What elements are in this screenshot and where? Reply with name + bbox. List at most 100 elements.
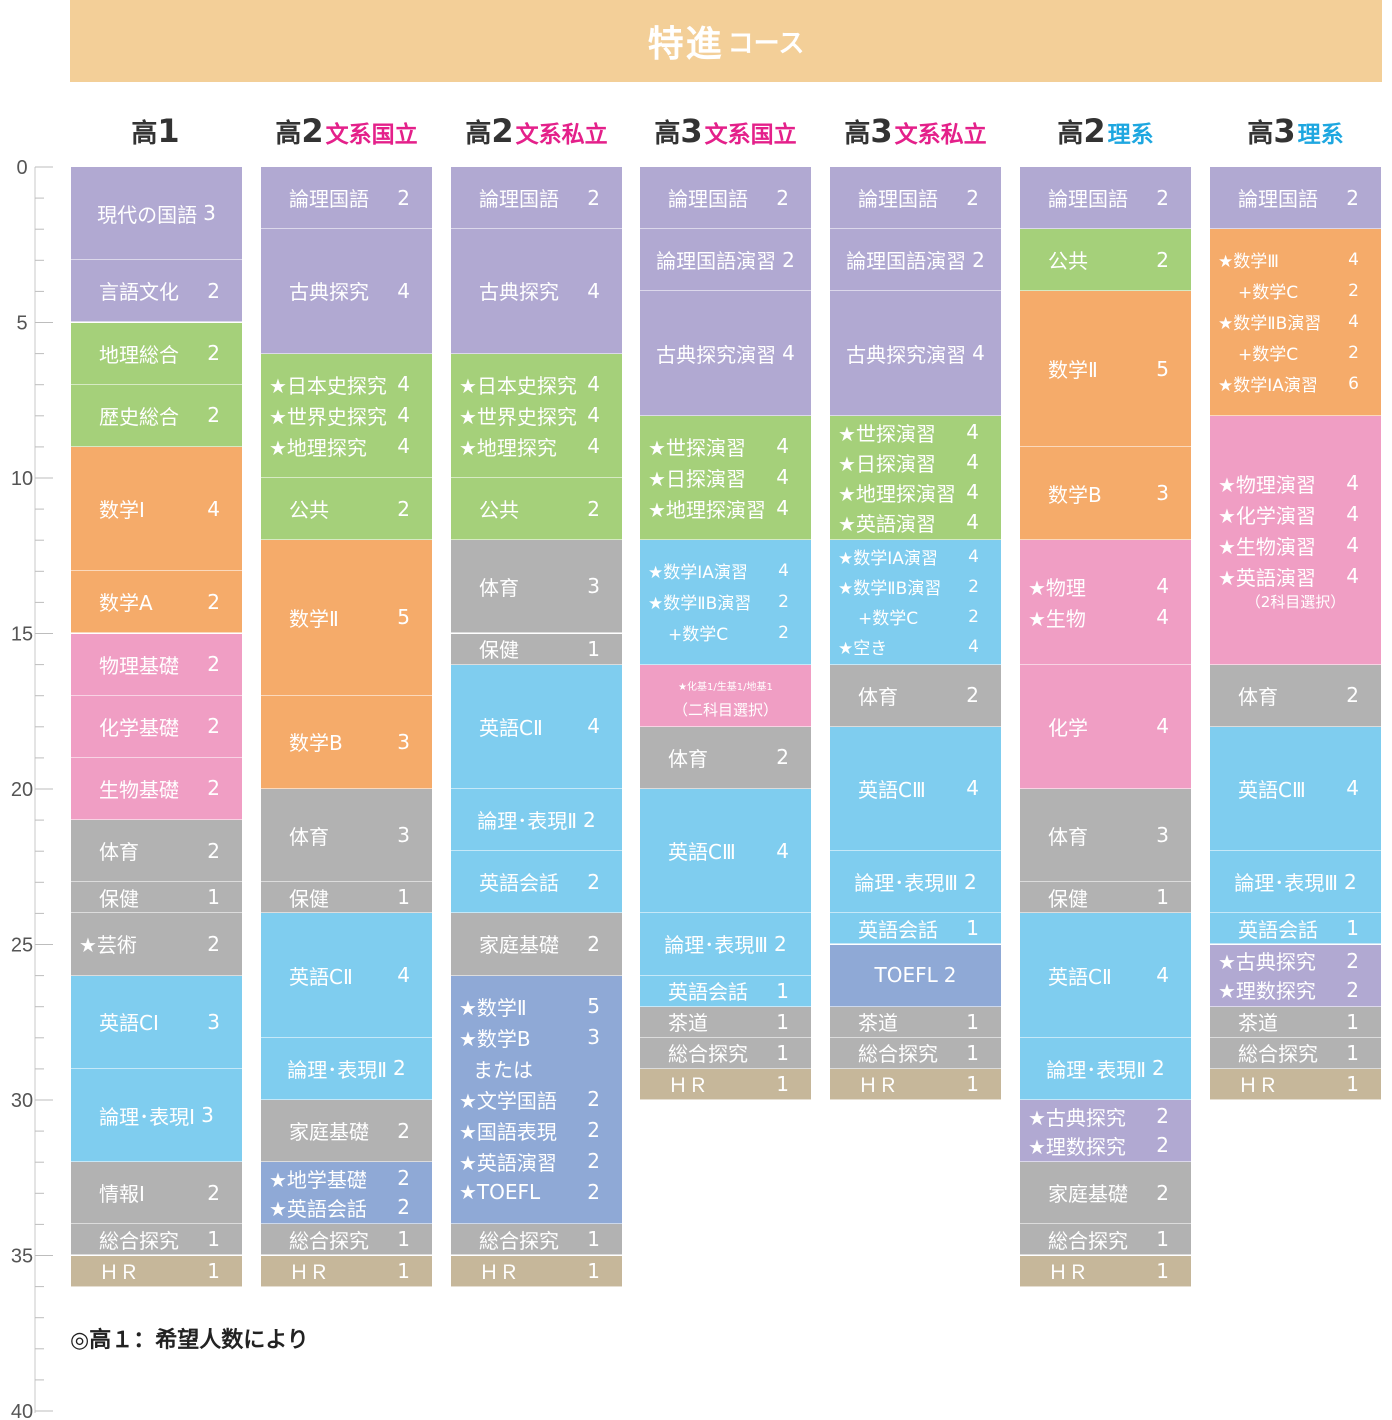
- column-header: 高 3 文系私立: [815, 112, 1016, 156]
- subject-line: +数学C 2: [830, 602, 1001, 632]
- subject-name: 体育: [858, 684, 898, 709]
- subject-name: 公共: [479, 498, 519, 523]
- subject-name: ★数学ⅡB演習: [648, 594, 752, 615]
- subject-line: 論理･表現Ⅲ 2: [640, 928, 811, 959]
- subject-line: ★化基1/生基1/地基1: [640, 671, 811, 700]
- grade-column: 論理国語 2 公共 2 数学Ⅱ 5 数学B 3 ★物理 4 ★生物 4 化学 4 体育 3 保健 1 英語CⅡ 4 論理…: [1020, 167, 1191, 1287]
- subject-name: 数学Ⅱ: [1048, 358, 1098, 383]
- subject-block: ＨＲ 1: [71, 1255, 242, 1287]
- credit-count: 4: [776, 465, 789, 490]
- credit-count: 4: [778, 560, 789, 581]
- subject-block: ★数学ⅠA演習 4 ★数学ⅡB演習 2 +数学C 2 ★空き 4: [830, 540, 1001, 665]
- credit-count: 2: [207, 341, 220, 366]
- credit-count: 4: [966, 776, 979, 801]
- credit-count: 2: [1348, 280, 1359, 301]
- subject-block: ★世探演習 4 ★日探演習 4 ★地理探演習 4: [640, 415, 811, 541]
- grade-label: 高: [654, 119, 681, 149]
- subject-block: 数学Ⅰ 4: [71, 446, 242, 572]
- subject-name: 論理国語: [479, 187, 559, 212]
- subject-line: 体育 2: [640, 742, 811, 773]
- subject-name: 古典探究: [479, 280, 559, 305]
- subject-line: ★数学ⅠA演習 4: [640, 555, 811, 586]
- credit-count: 4: [776, 434, 789, 459]
- credit-count: 4: [968, 636, 979, 657]
- credit-count: 2: [207, 652, 220, 677]
- subject-block: ★日本史探究 4 ★世界史探究 4 ★地理探究 4: [451, 353, 622, 478]
- credit-count: 3: [1156, 823, 1169, 848]
- axis-tick-label: 35: [11, 1246, 33, 1268]
- credit-count: 1: [587, 636, 600, 661]
- subject-block: 保健 1: [71, 882, 242, 914]
- grade-number: 3: [680, 112, 703, 150]
- credit-count: 3: [397, 729, 410, 754]
- credit-count: 4: [587, 714, 600, 739]
- credit-count: 2: [207, 403, 220, 428]
- subject-name: ＨＲ: [99, 1260, 139, 1285]
- subject-name: 総合探究: [289, 1228, 369, 1253]
- subject-block: ★日本史探究 4 ★世界史探究 4 ★地理探究 4: [261, 353, 432, 478]
- subject-block: 総合探究 1: [71, 1224, 242, 1256]
- subject-name: 論理･表現Ⅱ: [1046, 1057, 1147, 1082]
- subject-name: 英語CⅡ: [479, 715, 543, 740]
- subject-name: ★日探演習: [838, 451, 936, 476]
- subject-line: ＨＲ 1: [71, 1257, 242, 1285]
- grade-column: 現代の国語 3 言語文化 2 地理総合 2 歴史総合 2 数学Ⅰ 4 数学A 2 物理基礎 2 化学基礎 2 生…: [71, 167, 242, 1287]
- subject-line: ★世探演習 4: [830, 417, 1001, 447]
- subject-line: 数学Ⅱ 5: [1020, 353, 1191, 384]
- subject-line: 公共 2: [261, 493, 432, 524]
- subject-name: 古典探究演習: [846, 342, 967, 367]
- axis-tick-label: 25: [11, 935, 33, 957]
- subject-name: 数学B: [289, 731, 343, 756]
- subject-line: ★理数探究 2: [1210, 975, 1381, 1004]
- subject-line: ★数学ⅡB演習 2: [830, 572, 1001, 602]
- column-header: 高 3 文系国立: [625, 112, 826, 156]
- subject-block: 古典探究 4: [261, 229, 432, 354]
- subject-name: ★数学ⅠA演習: [1218, 376, 1318, 397]
- credit-count: 2: [943, 963, 957, 988]
- subject-name: 数学B: [1048, 482, 1102, 507]
- banner-subtitle: コース: [727, 28, 805, 59]
- credit-count: 2: [1346, 948, 1359, 973]
- credit-count: 1: [776, 1009, 789, 1034]
- subject-line: ★古典探究 2: [1210, 946, 1381, 975]
- credit-count: 4: [207, 496, 220, 521]
- subject-line: ＨＲ 1: [640, 1070, 811, 1098]
- credit-count: 2: [207, 776, 220, 801]
- credit-count: 2: [966, 683, 979, 708]
- subject-block: 数学B 3: [261, 695, 432, 789]
- selection-note: （2科目選択）: [1245, 593, 1346, 612]
- subject-name: ★国語表現: [459, 1119, 557, 1144]
- subject-name: 地理総合: [99, 342, 179, 367]
- subject-line: 茶道 1: [640, 1008, 811, 1036]
- subject-name: 英語CⅡ: [289, 964, 353, 989]
- credit-count: 2: [587, 185, 600, 210]
- subject-block: ★古典探究 2 ★理数探究 2: [1210, 944, 1381, 1007]
- credit-count: 5: [1156, 356, 1169, 381]
- subject-block: 英語会話 1: [1210, 913, 1381, 945]
- subject-line: 英語会話 1: [830, 915, 1001, 942]
- subject-name: 総合探究: [858, 1042, 938, 1067]
- subject-line: ★英語会話 2: [261, 1193, 432, 1222]
- subject-name: 総合探究: [668, 1042, 748, 1067]
- subject-line: 英語会話 2: [451, 866, 622, 897]
- subject-name: ★数学Ⅱ: [459, 995, 527, 1020]
- axis-tick-label: 5: [16, 313, 27, 335]
- subject-block: 地理総合 2: [71, 322, 242, 385]
- credit-count: 2: [964, 869, 977, 894]
- subject-name: ＨＲ: [858, 1073, 898, 1098]
- subject-name: ★世界史探究: [459, 404, 577, 429]
- banner-title: 特進: [647, 24, 724, 65]
- subject-name: 英語会話: [858, 917, 938, 942]
- subject-name: ★地理探演習: [648, 497, 766, 522]
- grade-label: 高: [275, 119, 302, 149]
- subject-line: ＨＲ 1: [261, 1257, 432, 1285]
- credit-count: 4: [776, 838, 789, 863]
- subject-line: ★数学ⅡB演習 4: [1210, 306, 1381, 337]
- subject-block: 総合探究 1: [1210, 1037, 1381, 1069]
- subject-line: 公共 2: [451, 493, 622, 524]
- credit-count: 2: [587, 1087, 600, 1112]
- grade-column: 論理国語 2 ★数学Ⅲ 4 +数学C 2 ★数学ⅡB演習 4 +数学C 2 ★数学ⅠA演習 6 ★物理演…: [1210, 167, 1381, 1100]
- subject-block: 言語文化 2: [71, 260, 242, 323]
- subject-name: 総合探究: [479, 1228, 559, 1253]
- subject-block: 体育 3: [1020, 789, 1191, 883]
